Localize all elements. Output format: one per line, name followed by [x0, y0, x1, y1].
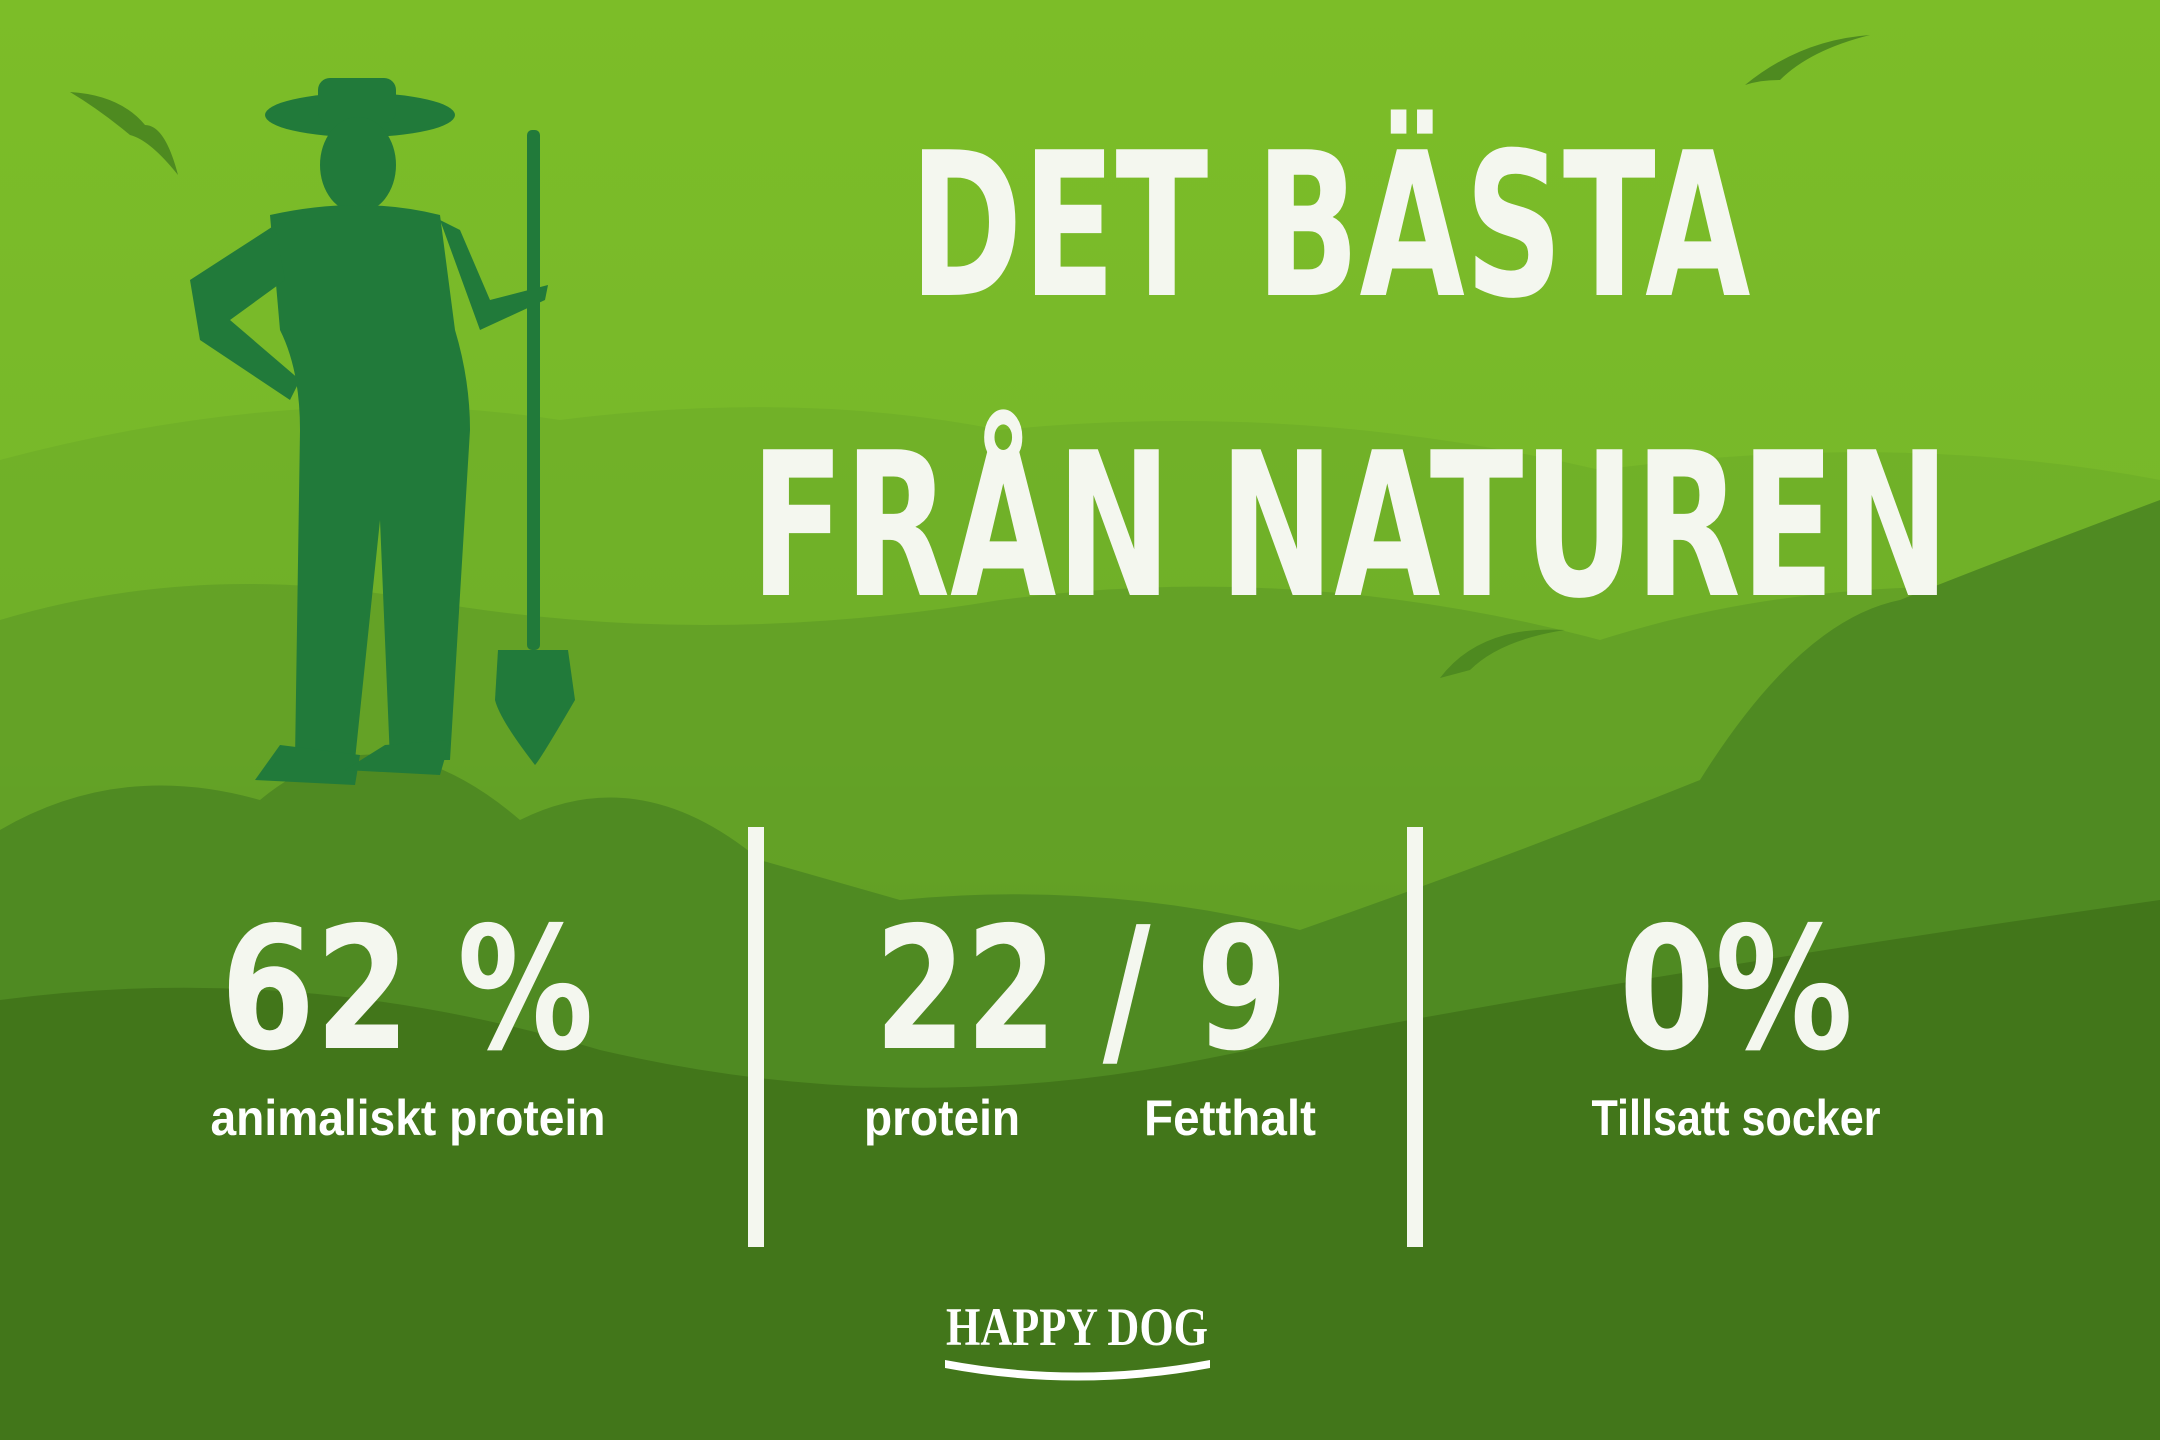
divider [748, 827, 764, 1247]
title-line: FRÅN NATUREN [751, 408, 1950, 643]
divider [1407, 827, 1423, 1247]
stat-label: protein [864, 1090, 1020, 1146]
logo: HAPPY DOG [946, 1297, 1208, 1357]
stat-label: Tillsatt socker [1592, 1090, 1881, 1146]
farmer [190, 78, 575, 785]
forest [0, 900, 2160, 1440]
logo-swoosh [945, 1360, 1210, 1381]
stat-label: animaliskt protein [211, 1090, 606, 1146]
stat-value: 0% [1619, 891, 1853, 1089]
stat-value: 22 / 9 [875, 891, 1288, 1089]
stat-label: Fetthalt [1144, 1090, 1316, 1146]
stat-value: 62 % [221, 891, 594, 1089]
birds [70, 35, 1870, 678]
title-line: DET BÄSTA [910, 109, 1751, 343]
